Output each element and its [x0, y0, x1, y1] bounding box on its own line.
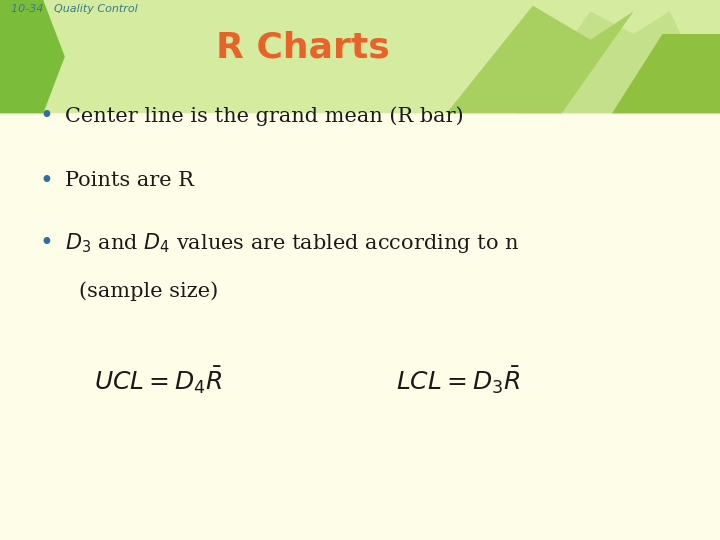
Text: 10-34   Quality Control: 10-34 Quality Control [11, 4, 138, 15]
Polygon shape [612, 34, 720, 113]
Text: R Charts: R Charts [215, 31, 390, 65]
Polygon shape [518, 11, 720, 113]
Text: •: • [40, 231, 54, 255]
Text: •: • [40, 169, 54, 193]
Text: Points are R: Points are R [65, 171, 194, 191]
Polygon shape [446, 5, 634, 113]
Text: (sample size): (sample size) [79, 282, 218, 301]
FancyBboxPatch shape [0, 0, 720, 113]
Text: Center line is the grand mean (R bar): Center line is the grand mean (R bar) [65, 106, 464, 126]
Text: $LCL = D_3\bar{R}$: $LCL = D_3\bar{R}$ [396, 365, 520, 396]
Text: $D_3$ and $D_4$ values are tabled according to n: $D_3$ and $D_4$ values are tabled accord… [65, 231, 519, 255]
Text: •: • [40, 104, 54, 128]
Text: $UCL = D_4\bar{R}$: $UCL = D_4\bar{R}$ [94, 365, 222, 396]
Polygon shape [0, 0, 65, 113]
